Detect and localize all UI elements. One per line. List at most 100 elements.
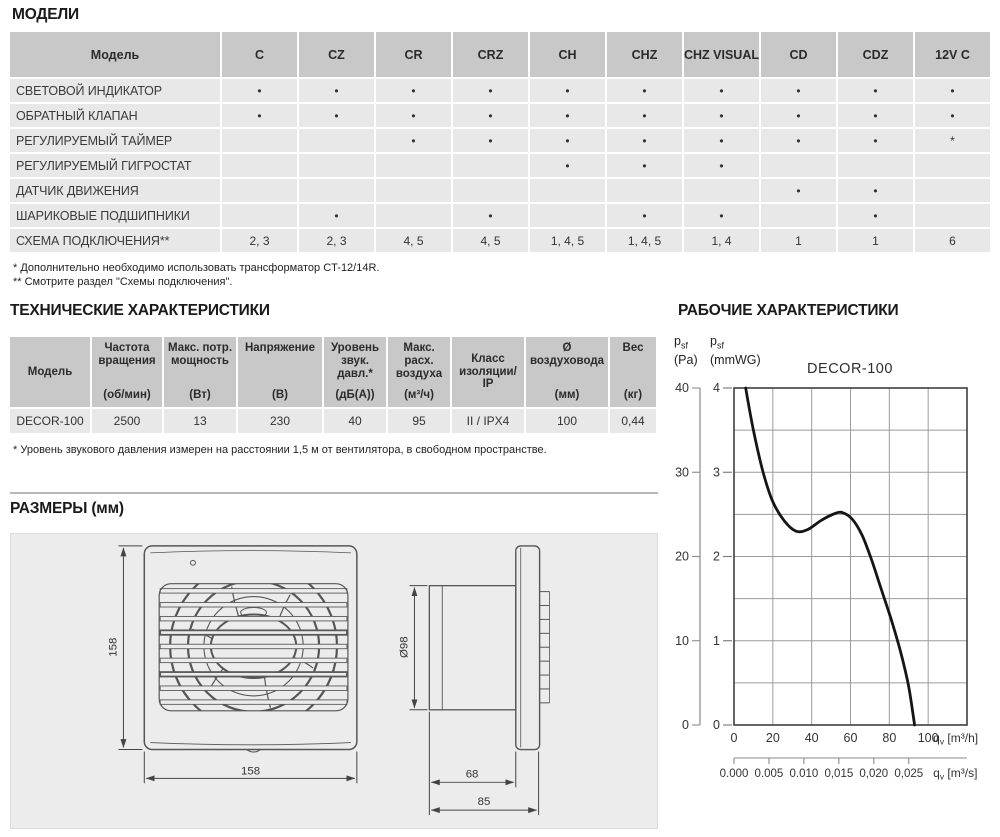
feature-cell: 1, 4, 5 [530, 229, 605, 252]
feature-cell [222, 179, 297, 202]
svg-text:0.010: 0.010 [790, 768, 819, 780]
feature-label: СВЕТОВОЙ ИНДИКАТОР [10, 79, 220, 102]
feature-cell [915, 154, 990, 177]
svg-text:4: 4 [713, 381, 720, 395]
feature-label: РЕГУЛИРУЕМЫЙ ГИГРОСТАТ [10, 154, 220, 177]
tech-header: Напряжение (В) [238, 337, 322, 407]
feature-cell: • [453, 129, 528, 152]
feature-cell: • [453, 204, 528, 227]
svg-text:20: 20 [766, 731, 780, 745]
models-footnotes: * Дополнительно необходимо использовать … [13, 262, 379, 289]
svg-text:0,020: 0,020 [859, 768, 888, 780]
feature-cell: • [376, 129, 451, 152]
feature-cell: 2, 3 [222, 229, 297, 252]
dimensions-section-title: РАЗМЕРЫ (мм) [10, 500, 124, 517]
feature-cell: • [607, 154, 682, 177]
tech-value: II / IPX4 [452, 409, 524, 433]
feature-cell [376, 179, 451, 202]
front-plate-side [515, 545, 541, 751]
dimensions-drawing-box: 158 158 Ø98 68 85 [10, 533, 658, 829]
feature-label: ДАТЧИК ДВИЖЕНИЯ [10, 179, 220, 202]
svg-text:40: 40 [805, 731, 819, 745]
feature-cell: • [684, 154, 759, 177]
models-header-cdz: CDZ [838, 32, 913, 77]
dimension-labels: 158 158 Ø98 68 85 [107, 636, 490, 808]
feature-cell: 1, 4 [684, 229, 759, 252]
feature-cell: • [838, 204, 913, 227]
feature-cell: • [915, 79, 990, 102]
tech-footnote: * Уровень звукового давления измерен на … [13, 444, 547, 456]
tech-value: 40 [324, 409, 386, 433]
mmwg-axis-title: psf (mmWG) [710, 334, 761, 367]
tech-value: 13 [164, 409, 236, 433]
feature-cell [915, 204, 990, 227]
feature-cell: • [530, 79, 605, 102]
louver-frame [158, 583, 349, 712]
svg-text:60: 60 [844, 731, 858, 745]
feature-cell: • [607, 104, 682, 127]
models-header-c: C [222, 32, 297, 77]
models-header-12v-c: 12V C [915, 32, 990, 77]
footnote-wiring: ** Смотрите раздел "Схемы подключения". [13, 275, 233, 288]
feature-cell [222, 204, 297, 227]
tech-header: Уровень звук. давл.* (дБ(А)) [324, 337, 386, 407]
feature-label: ОБРАТНЫЙ КЛАПАН [10, 104, 220, 127]
feature-cell [453, 179, 528, 202]
models-table: Модель C CZ CR CRZ CH CHZ CHZ VISUAL CD CDZ 12V C С… [10, 32, 990, 252]
footnote-transformer: * Дополнительно необходимо использовать … [13, 262, 380, 274]
feature-cell: • [838, 179, 913, 202]
tech-header: Макс. потр. мощность (Вт) [164, 337, 236, 407]
svg-text:0: 0 [682, 718, 689, 732]
feature-cell: • [761, 79, 836, 102]
svg-text:0,025: 0,025 [894, 768, 923, 780]
feature-cell: • [530, 104, 605, 127]
x-axis-m3s-unit: qv [m³/s] [933, 766, 977, 782]
feature-cell: • [761, 179, 836, 202]
feature-cell: • [376, 79, 451, 102]
performance-chart: psf (Pa) psf (mmWG) DECOR-100 4 3 2 1 0 40 30 2… [660, 300, 1000, 800]
feature-label: РЕГУЛИРУЕМЫЙ ТАЙМЕР [10, 129, 220, 152]
feature-cell [761, 204, 836, 227]
tech-header: Макс. расх. воздуха (м³/ч) [388, 337, 450, 407]
tech-value: 2500 [92, 409, 162, 433]
svg-text:3: 3 [713, 465, 720, 479]
tech-header: Частота вращения (об/мин) [92, 337, 162, 407]
feature-cell: • [761, 104, 836, 127]
feature-cell: • [530, 154, 605, 177]
fan-side-view [428, 545, 550, 751]
feature-cell: • [684, 104, 759, 127]
svg-text:1: 1 [713, 634, 720, 648]
models-header-cd: CD [761, 32, 836, 77]
models-header-ch: CH [530, 32, 605, 77]
dim-front-width: 158 [241, 765, 260, 777]
svg-text:0: 0 [713, 718, 720, 732]
feature-cell: • [607, 129, 682, 152]
feature-cell: 4, 5 [376, 229, 451, 252]
performance-curve [744, 386, 916, 727]
performance-section-title: РАБОЧИЕ ХАРАКТЕРИСТИКИ [678, 302, 899, 319]
tech-value: 95 [388, 409, 450, 433]
feature-cell [453, 154, 528, 177]
feature-cell: 1 [761, 229, 836, 252]
feature-cell: • [684, 129, 759, 152]
svg-text:0.000: 0.000 [720, 768, 749, 780]
feature-cell [222, 129, 297, 152]
feature-cell: 1 [838, 229, 913, 252]
models-header-crz: CRZ [453, 32, 528, 77]
feature-cell: • [299, 204, 374, 227]
chart-title: DECOR-100 [807, 361, 893, 377]
svg-text:10: 10 [675, 634, 689, 648]
dim-duct-diameter: Ø98 [399, 636, 411, 658]
feature-cell: * [915, 129, 990, 152]
x-axis-m3h-unit: qv [m³/h] [933, 731, 978, 747]
models-header-cz: CZ [299, 32, 374, 77]
feature-cell: • [915, 104, 990, 127]
dim-front-height: 158 [107, 638, 119, 657]
svg-text:0: 0 [731, 731, 738, 745]
side-grille-teeth [539, 591, 550, 704]
chart-grid [733, 387, 968, 726]
feature-cell: • [684, 204, 759, 227]
tech-header: Класс изоляции/ IP [452, 337, 524, 407]
